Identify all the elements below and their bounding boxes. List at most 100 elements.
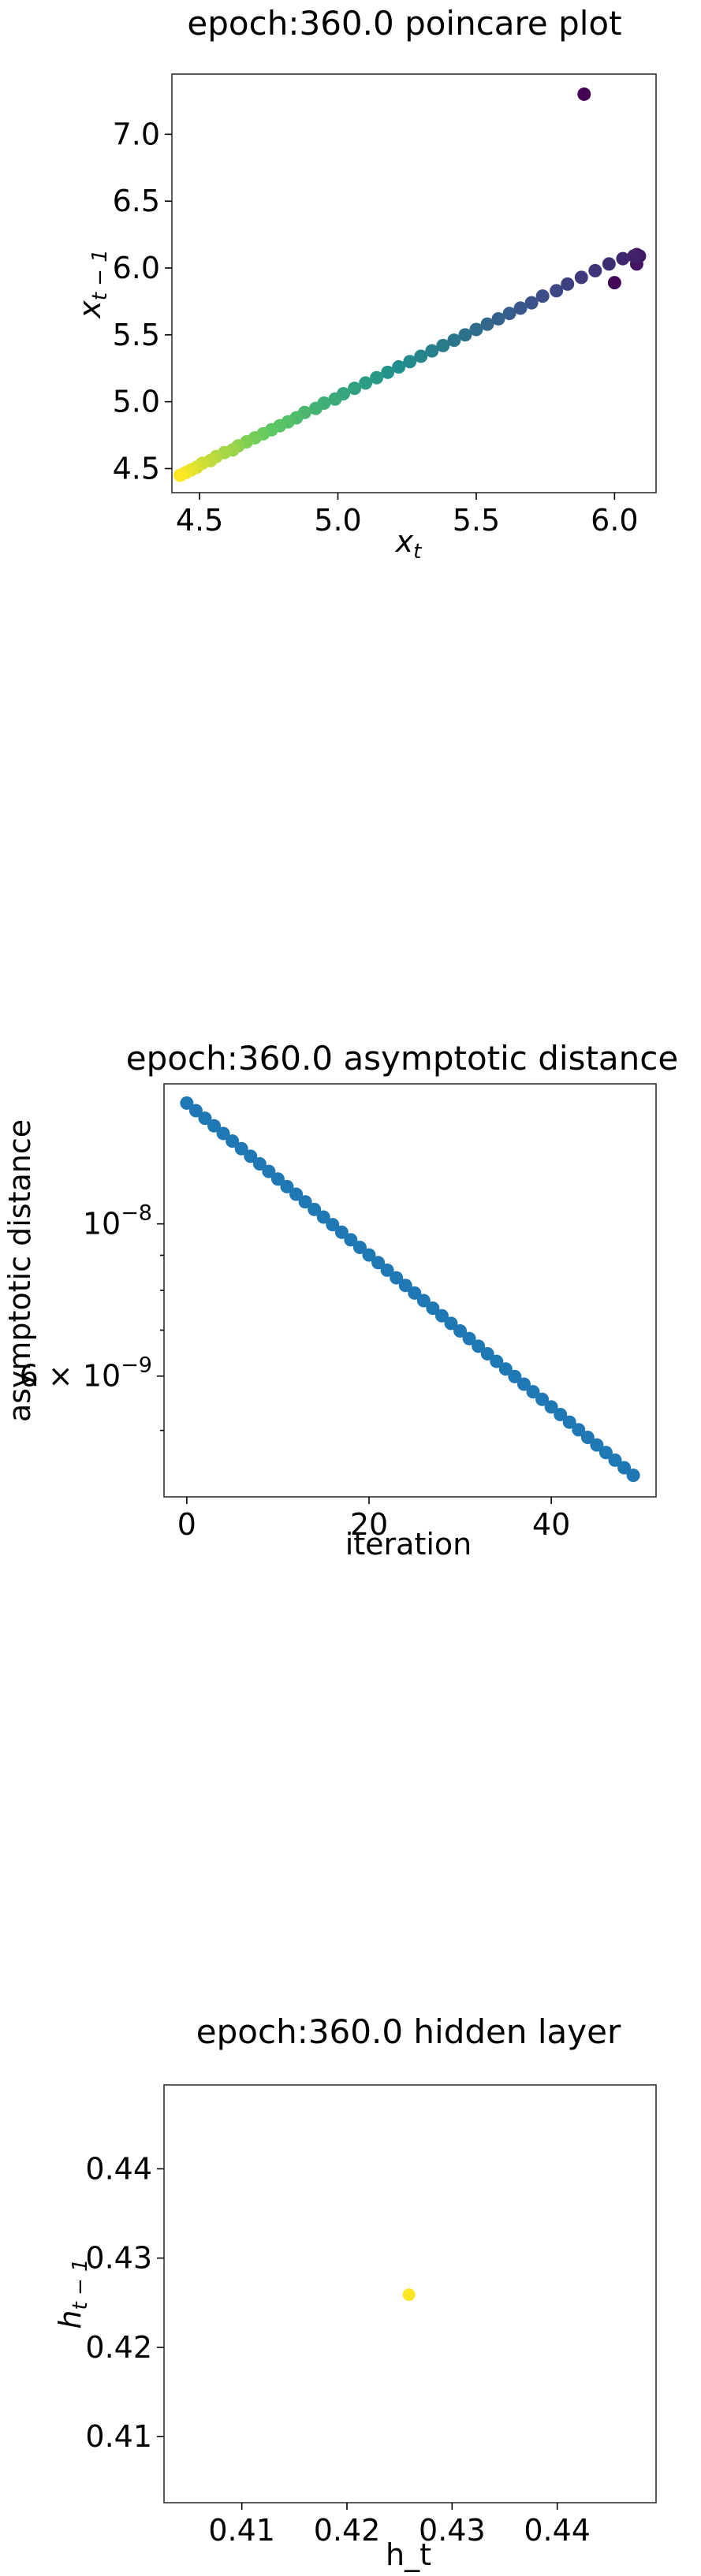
poincare-point	[425, 344, 439, 358]
asymptotic-point	[308, 1202, 322, 1216]
poincare-ytick-label: 6.5	[113, 184, 160, 218]
asymptotic-point	[316, 1210, 330, 1224]
asymptotic-title: epoch:360.0 asymptotic distance	[126, 1039, 678, 1078]
poincare-xtick-label: 4.5	[176, 503, 223, 538]
poincare-point	[359, 376, 373, 390]
poincare-point	[381, 365, 395, 379]
asymptotic-point	[226, 1134, 240, 1148]
hidden-layer-ylabel: ht − 1	[53, 2258, 92, 2328]
poincare-point	[524, 296, 539, 310]
hidden-layer-chart: epoch:360.0 hidden layer 0.41 0.42 0.43 0.4…	[53, 2012, 657, 2572]
hidden-layer-xlabel: h_t	[386, 2537, 431, 2572]
poincare-point	[607, 276, 621, 290]
poincare-point	[502, 307, 516, 321]
asymptotic-point	[416, 1294, 431, 1308]
asymptotic-point	[380, 1263, 394, 1277]
asymptotic-xlabel: iteration	[345, 1527, 472, 1562]
poincare-xtick-label: 5.0	[314, 503, 361, 538]
asymptotic-point	[198, 1111, 212, 1126]
poincare-point	[328, 392, 342, 406]
poincare-point	[436, 338, 450, 352]
asymptotic-point	[252, 1156, 267, 1171]
asymptotic-point	[580, 1430, 595, 1444]
asymptotic-point	[289, 1187, 304, 1201]
poincare-points	[173, 87, 647, 482]
hidden-layer-points	[402, 2288, 416, 2302]
poincare-ticks: 4.5 5.0 5.5 6.0 4.5 5.0 5.5 6.0 6.5 7.0	[113, 117, 639, 538]
hidden-layer-xtick-label: 0.43	[419, 2513, 486, 2548]
asymptotic-point	[598, 1446, 613, 1460]
asymptotic-point	[390, 1271, 404, 1285]
asymptotic-ytick-label: 6 × 10−9	[20, 1353, 152, 1394]
poincare-chart: epoch:360.0 poincare plot 4.5 5.0 5.5 6.04.…	[73, 4, 657, 564]
asymptotic-point	[408, 1286, 422, 1300]
asymptotic-point	[334, 1225, 349, 1239]
asymptotic-point	[544, 1400, 558, 1414]
poincare-point	[370, 370, 384, 385]
asymptotic-point	[216, 1126, 230, 1141]
poincare-xlabel: xt	[395, 524, 423, 564]
poincare-point	[458, 328, 472, 342]
hidden-layer-ytick-label: 0.44	[85, 2151, 152, 2186]
asymptotic-point	[562, 1415, 576, 1429]
poincare-ytick-label: 6.0	[113, 251, 160, 285]
asymptotic-point	[426, 1301, 440, 1316]
hidden-layer-ticks: 0.41 0.42 0.43 0.44 0.41 0.42 0.43 0.44	[85, 2151, 591, 2548]
asymptotic-point	[444, 1316, 458, 1331]
poincare-point	[491, 311, 505, 326]
poincare-point	[414, 349, 428, 363]
asymptotic-point	[362, 1248, 376, 1262]
asymptotic-point	[480, 1346, 494, 1361]
asymptotic-point	[590, 1438, 604, 1452]
poincare-point	[588, 263, 602, 277]
poincare-point	[403, 355, 417, 369]
poincare-title: epoch:360.0 poincare plot	[187, 4, 621, 43]
poincare-ylabel: xt − 1	[73, 249, 112, 319]
asymptotic-point	[434, 1308, 449, 1323]
asymptotic-ticks: 0 20 40 10−8 6 × 10−9	[20, 1201, 571, 1542]
asymptotic-xtick-label: 20	[350, 1507, 388, 1542]
poincare-point	[550, 284, 564, 298]
poincare-point	[469, 322, 483, 337]
asymptotic-points	[180, 1096, 640, 1483]
poincare-point	[627, 249, 641, 263]
asymptotic-point	[344, 1233, 358, 1247]
poincare-point	[577, 87, 591, 101]
asymptotic-point	[535, 1392, 550, 1406]
asymptotic-point	[244, 1149, 258, 1163]
poincare-point	[447, 333, 461, 348]
asymptotic-point	[490, 1354, 504, 1368]
hidden-layer-title: epoch:360.0 hidden layer	[196, 2012, 621, 2051]
poincare-ytick-label: 5.5	[113, 318, 160, 352]
poincare-point	[616, 251, 630, 266]
poincare-ytick-label: 7.0	[113, 117, 160, 151]
asymptotic-point	[270, 1172, 285, 1186]
hidden-layer-ytick-label: 0.41	[85, 2419, 152, 2454]
asymptotic-xtick-label: 0	[177, 1507, 196, 1542]
poincare-point	[348, 382, 362, 396]
poincare-point	[392, 360, 406, 374]
asymptotic-chart: epoch:360.0 asymptotic distance 0 20 40 10−…	[2, 1039, 678, 1562]
asymptotic-point	[234, 1141, 248, 1156]
asymptotic-point	[262, 1164, 276, 1178]
hidden-layer-xtick-label: 0.42	[314, 2513, 381, 2548]
poincare-point	[561, 277, 575, 291]
poincare-xtick-label: 6.0	[591, 503, 638, 538]
asymptotic-ylabel: asymptotic distance	[2, 1119, 37, 1422]
asymptotic-point	[572, 1423, 586, 1437]
asymptotic-point	[207, 1119, 222, 1133]
asymptotic-point	[298, 1195, 312, 1209]
poincare-point	[574, 270, 588, 285]
hidden-layer-xtick-label: 0.44	[524, 2513, 591, 2548]
asymptotic-point	[326, 1218, 340, 1232]
hidden-layer-ytick-label: 0.43	[85, 2241, 152, 2276]
poincare-point	[308, 401, 323, 415]
asymptotic-point	[508, 1369, 522, 1383]
asymptotic-point	[608, 1453, 622, 1467]
asymptotic-point	[626, 1469, 640, 1483]
asymptotic-point	[498, 1362, 513, 1376]
asymptotic-point	[526, 1385, 540, 1399]
asymptotic-point	[472, 1339, 486, 1353]
asymptotic-point	[617, 1461, 632, 1475]
